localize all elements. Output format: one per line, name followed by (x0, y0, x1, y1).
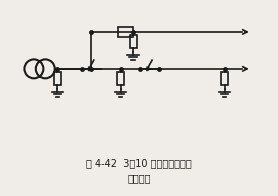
Text: 护结线图: 护结线图 (127, 173, 151, 183)
Text: 图 4-42  3～10 千伏配电装置保: 图 4-42 3～10 千伏配电装置保 (86, 158, 192, 168)
Bar (221, 72, 228, 85)
Bar (118, 27, 133, 37)
Bar (130, 35, 136, 48)
Bar (54, 72, 61, 85)
Bar (117, 72, 124, 85)
